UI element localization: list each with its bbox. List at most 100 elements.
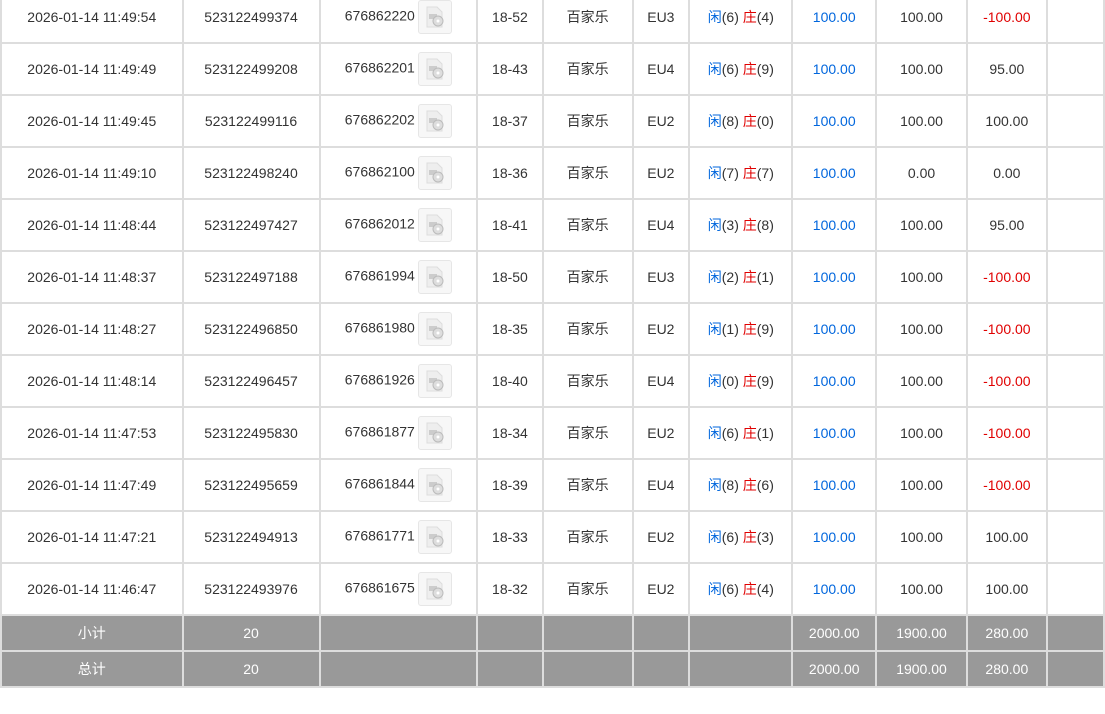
video-replay-icon[interactable]: [417, 104, 452, 138]
round-cell: 676862202: [318, 94, 479, 148]
banker-score: (0): [756, 113, 774, 129]
bet-time: 2026-01-14 11:49:54: [0, 0, 184, 44]
player-label: 闲: [707, 113, 722, 129]
summary-valid: 1900.00: [874, 650, 969, 688]
empty-cell: [541, 614, 634, 652]
empty-cell: [476, 650, 544, 688]
player-score: (6): [721, 529, 739, 545]
banker-label: 庄: [742, 165, 757, 181]
table-number: 18-32: [476, 562, 544, 616]
table-number: 18-41: [476, 198, 544, 252]
game-type: 百家乐: [541, 42, 634, 96]
player-label: 闲: [707, 269, 722, 285]
video-replay-icon[interactable]: [417, 260, 452, 294]
bet-id: 523122497427: [181, 198, 321, 252]
banker-label: 庄: [742, 61, 757, 77]
video-replay-icon[interactable]: [417, 416, 452, 450]
server: EU3: [631, 0, 691, 44]
server: EU4: [631, 42, 691, 96]
table-row: 2026-01-14 11:47:21 523122494913 6768617…: [0, 510, 1105, 564]
summary-win: 280.00: [966, 650, 1048, 688]
summary-label: 小计: [0, 614, 184, 652]
banker-label: 庄: [742, 581, 757, 597]
bet-amount[interactable]: 100.00: [791, 198, 877, 252]
bet-amount[interactable]: 100.00: [791, 146, 877, 200]
bet-amount[interactable]: 100.00: [791, 354, 877, 408]
win-loss: -100.00: [966, 458, 1048, 512]
valid-bet: 100.00: [874, 406, 969, 460]
bet-time: 2026-01-14 11:49:45: [0, 94, 184, 148]
bet-amount[interactable]: 100.00: [791, 250, 877, 304]
video-replay-icon[interactable]: [417, 520, 452, 554]
table-number: 18-33: [476, 510, 544, 564]
bet-amount[interactable]: 100.00: [791, 562, 877, 616]
empty-cell: [476, 614, 544, 652]
bet-time: 2026-01-14 11:48:14: [0, 354, 184, 408]
round-cell: 676862220: [318, 0, 479, 44]
result: 闲(8) 庄(6): [688, 458, 794, 512]
empty-cell: [631, 614, 691, 652]
summary-bet: 2000.00: [791, 614, 877, 652]
player-label: 闲: [707, 165, 722, 181]
player-label: 闲: [707, 529, 722, 545]
table-row: 2026-01-14 11:47:53 523122495830 6768618…: [0, 406, 1105, 460]
game-type: 百家乐: [541, 198, 634, 252]
banker-label: 庄: [742, 321, 757, 337]
game-type: 百家乐: [541, 562, 634, 616]
win-loss: -100.00: [966, 406, 1048, 460]
empty-cell: [1045, 94, 1105, 148]
valid-bet: 100.00: [874, 562, 969, 616]
table-number: 18-34: [476, 406, 544, 460]
result: 闲(0) 庄(9): [688, 354, 794, 408]
bet-time: 2026-01-14 11:49:10: [0, 146, 184, 200]
game-type: 百家乐: [541, 458, 634, 512]
bet-amount[interactable]: 100.00: [791, 458, 877, 512]
server: EU2: [631, 146, 691, 200]
valid-bet: 100.00: [874, 250, 969, 304]
bet-amount[interactable]: 100.00: [791, 510, 877, 564]
video-replay-icon[interactable]: [417, 364, 452, 398]
bet-time: 2026-01-14 11:48:37: [0, 250, 184, 304]
bet-amount[interactable]: 100.00: [791, 302, 877, 356]
table-row: 2026-01-14 11:47:49 523122495659 6768618…: [0, 458, 1105, 512]
bet-amount[interactable]: 100.00: [791, 406, 877, 460]
empty-cell: [1045, 198, 1105, 252]
summary-valid: 1900.00: [874, 614, 969, 652]
video-replay-icon[interactable]: [417, 208, 452, 242]
banker-score: (9): [756, 373, 774, 389]
video-replay-icon[interactable]: [417, 468, 452, 502]
video-replay-icon[interactable]: [417, 156, 452, 190]
server: EU2: [631, 510, 691, 564]
banker-score: (4): [756, 581, 774, 597]
video-replay-icon[interactable]: [417, 312, 452, 346]
banker-score: (9): [756, 321, 774, 337]
table-number: 18-36: [476, 146, 544, 200]
banker-score: (4): [756, 9, 774, 25]
video-replay-icon[interactable]: [417, 52, 452, 86]
player-label: 闲: [707, 425, 722, 441]
player-label: 闲: [707, 9, 722, 25]
player-label: 闲: [707, 373, 722, 389]
round-cell: 676862201: [318, 42, 479, 96]
empty-cell: [1045, 146, 1105, 200]
player-score: (1): [721, 321, 739, 337]
banker-score: (1): [756, 425, 774, 441]
bet-amount[interactable]: 100.00: [791, 0, 877, 44]
empty-cell: [541, 650, 634, 688]
video-replay-icon[interactable]: [417, 572, 452, 606]
valid-bet: 100.00: [874, 458, 969, 512]
bet-history-table: 2026-01-14 11:49:54 523122499374 6768622…: [0, 0, 1105, 688]
summary-count: 20: [181, 614, 321, 652]
result: 闲(2) 庄(1): [688, 250, 794, 304]
banker-label: 庄: [742, 113, 757, 129]
bet-amount[interactable]: 100.00: [791, 94, 877, 148]
video-replay-icon[interactable]: [417, 0, 452, 34]
player-score: (8): [721, 477, 739, 493]
table-number: 18-52: [476, 0, 544, 44]
empty-cell: [1045, 302, 1105, 356]
bet-amount[interactable]: 100.00: [791, 42, 877, 96]
empty-cell: [1045, 354, 1105, 408]
bet-id: 523122499116: [181, 94, 321, 148]
result: 闲(7) 庄(7): [688, 146, 794, 200]
bet-time: 2026-01-14 11:47:21: [0, 510, 184, 564]
